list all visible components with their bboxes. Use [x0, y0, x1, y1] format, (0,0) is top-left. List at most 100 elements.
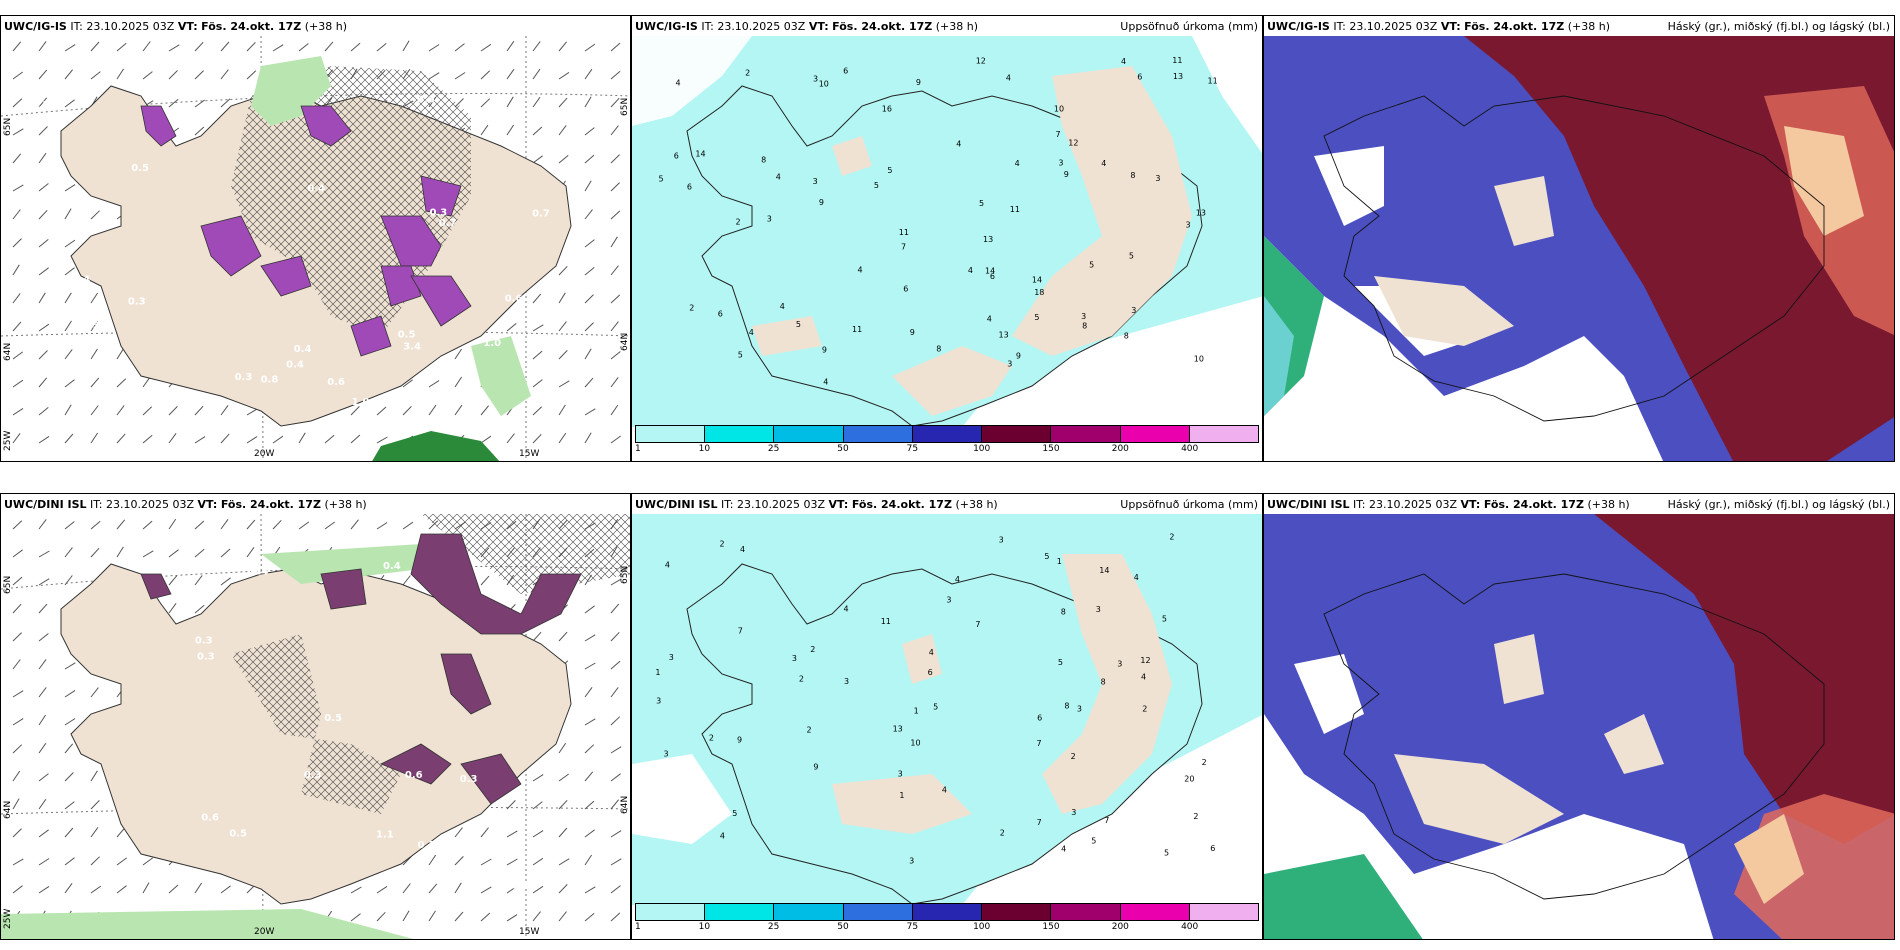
- lat-label: 25W: [3, 430, 13, 451]
- wind-barb: [246, 547, 255, 558]
- lon-label: 15W: [519, 927, 540, 937]
- wind-barb: [428, 854, 437, 866]
- wind-barb: [532, 857, 544, 866]
- precip-value: 3: [813, 177, 818, 186]
- wind-barb: [584, 96, 592, 108]
- precip-amount: 1.0: [352, 397, 370, 408]
- wind-barb: [64, 743, 74, 754]
- wind-barb: [64, 575, 73, 586]
- wind-barb: [584, 322, 594, 332]
- wind-barb: [584, 43, 596, 52]
- wind-barb: [532, 324, 544, 332]
- wind-barb: [64, 208, 72, 220]
- map-clouds: [1264, 36, 1894, 461]
- lat-label: 64N: [3, 342, 13, 361]
- wind-barb: [610, 404, 619, 416]
- wind-barb: [454, 882, 462, 894]
- wind-barb: [558, 265, 568, 276]
- wind-barb: [428, 380, 440, 388]
- wind-barb: [532, 41, 541, 52]
- precip-value: 9: [819, 198, 824, 207]
- precip-value: 3: [898, 770, 903, 779]
- precip-value: 7: [1056, 130, 1061, 139]
- wind-barb: [506, 96, 514, 108]
- wind-barb: [142, 520, 153, 530]
- wind-barb: [64, 827, 74, 838]
- precip-value: 4: [987, 315, 992, 324]
- wind-barb: [558, 71, 570, 80]
- precip-value: 4: [823, 378, 828, 387]
- wind-barb: [610, 799, 619, 810]
- precip-value: 13: [983, 235, 993, 244]
- wind-barb: [610, 42, 621, 52]
- legend-label: 1: [635, 922, 641, 932]
- panel-subtitle: Háský (gr.), miðský (fj.bl.) og lágský (…: [1667, 498, 1890, 511]
- wind-barb: [246, 519, 256, 530]
- wind-barb: [428, 404, 437, 416]
- panel-wind-precip-bottom: UWC/DINI ISL IT: 23.10.2025 03Z VT: Fös.…: [0, 493, 631, 940]
- legend-swatch: [1051, 426, 1121, 442]
- wind-barb: [610, 154, 620, 164]
- wind-barb: [558, 911, 567, 922]
- wind-barb: [38, 687, 47, 698]
- precip-value: 13: [999, 331, 1009, 340]
- precip-amount: 0.5: [398, 330, 416, 341]
- wind-barb: [610, 746, 622, 754]
- wind-barb: [194, 575, 203, 586]
- precip-amount: 1.1: [376, 830, 394, 841]
- panel-title: UWC/IG-IS IT: 23.10.2025 03Z VT: Fös. 24…: [4, 20, 348, 33]
- wind-barb: [194, 41, 204, 52]
- panel-title: UWC/IG-IS IT: 23.10.2025 03Z VT: Fös. 24…: [1267, 20, 1611, 33]
- precip-amount: 0.5: [229, 829, 247, 840]
- wind-barb: [168, 603, 177, 614]
- wind-barb: [168, 406, 178, 416]
- wind-barb: [428, 44, 440, 52]
- precip-value: 4: [929, 648, 934, 657]
- legend-label: 400: [1181, 444, 1199, 454]
- wind-barb: [584, 348, 592, 360]
- wind-barb: [38, 377, 48, 388]
- wind-barb: [610, 885, 621, 894]
- precip-value: 7: [738, 627, 743, 636]
- wind-barb: [38, 407, 49, 416]
- precip-value: 3: [946, 596, 951, 605]
- wind-barb: [480, 98, 491, 108]
- precip-value: 2: [1142, 705, 1147, 714]
- wind-barb: [454, 376, 463, 388]
- wind-barb: [38, 323, 50, 332]
- legend-swatch: [774, 904, 844, 920]
- precip-value: 2: [1193, 812, 1198, 821]
- legend-label: 1: [635, 444, 641, 454]
- wind-barb: [12, 770, 21, 782]
- lat-label: 25W: [3, 908, 13, 929]
- precip-amount: 0.4: [88, 867, 106, 878]
- wind-barb: [558, 432, 567, 444]
- wind-barb: [116, 885, 127, 894]
- legend-label: 50: [837, 444, 849, 454]
- wind-barb: [532, 68, 541, 80]
- wind-barb: [38, 41, 47, 52]
- legend-label: 100: [973, 922, 991, 932]
- wind-barb: [116, 405, 125, 416]
- wind-barb: [610, 377, 619, 388]
- precip-value: 5: [1164, 848, 1169, 857]
- precip-value: 12: [976, 56, 986, 65]
- precip-value: 3: [669, 653, 674, 662]
- legend-swatch: [912, 904, 983, 920]
- wind-barb: [480, 912, 491, 922]
- wind-barb: [90, 687, 99, 698]
- precip-amount: 0.4: [511, 881, 529, 892]
- legend-swatch: [1189, 426, 1258, 442]
- wind-barb: [38, 292, 46, 304]
- legend-swatch: [705, 904, 775, 920]
- precip-value: 4: [1006, 73, 1011, 82]
- wind-barb: [610, 435, 621, 444]
- wind-barb: [220, 548, 231, 558]
- wind-barb: [428, 883, 438, 894]
- precip-value: 10: [910, 739, 920, 748]
- wind-barb: [558, 292, 566, 304]
- wind-barb: [610, 716, 621, 726]
- wind-barb: [38, 773, 49, 782]
- wind-barb: [90, 432, 99, 444]
